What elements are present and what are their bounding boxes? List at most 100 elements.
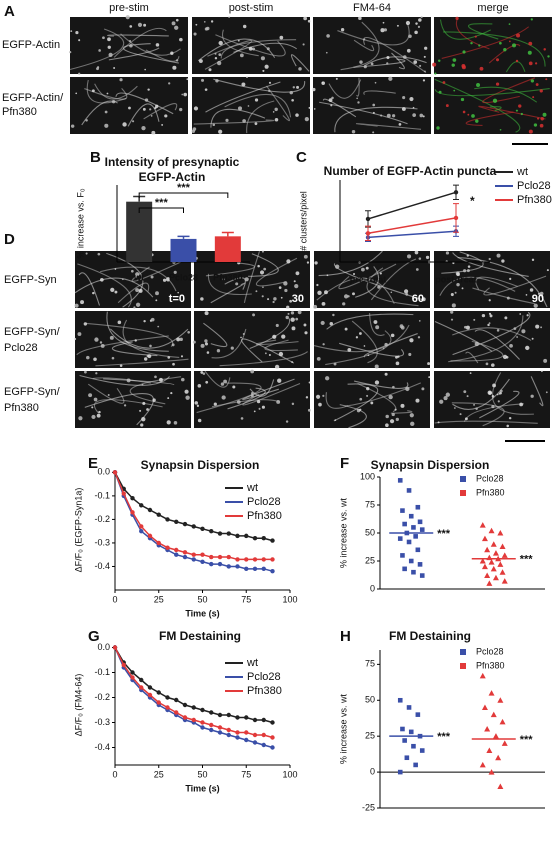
punctum xyxy=(499,41,502,45)
y-tick-label: 100 xyxy=(360,471,375,481)
punctum xyxy=(247,105,250,107)
data-point xyxy=(191,705,196,710)
neurite xyxy=(326,313,414,330)
data-point xyxy=(191,524,196,529)
punctum xyxy=(218,129,223,134)
punctum xyxy=(276,400,281,404)
punctum xyxy=(419,113,424,118)
data-point xyxy=(270,745,275,750)
punctum xyxy=(138,288,143,293)
punctum xyxy=(161,123,164,126)
series-line xyxy=(367,217,457,235)
punctum xyxy=(197,384,202,388)
y-tick-label: 50 xyxy=(365,695,375,705)
data-point xyxy=(147,507,153,513)
data-point xyxy=(226,564,231,569)
punctum xyxy=(407,254,412,259)
punctum xyxy=(77,332,82,336)
punctum xyxy=(396,24,399,27)
punctum xyxy=(254,122,258,126)
punctum xyxy=(291,402,295,406)
punctum xyxy=(256,399,261,404)
data-point xyxy=(413,762,418,768)
punctum xyxy=(157,325,160,328)
neurite xyxy=(488,44,521,64)
punctum xyxy=(155,43,160,47)
neurite xyxy=(338,263,397,290)
y-tick-label: 75 xyxy=(365,499,375,509)
punctum xyxy=(191,129,196,134)
punctum xyxy=(210,20,214,23)
punctum xyxy=(383,28,387,32)
neurite xyxy=(249,318,291,350)
punctum xyxy=(443,396,448,401)
neurite xyxy=(106,311,169,352)
neurite xyxy=(79,374,170,386)
punctum xyxy=(110,287,115,293)
neurite xyxy=(468,23,499,40)
data-point xyxy=(497,697,504,703)
punctum xyxy=(250,394,254,398)
data-point xyxy=(112,470,118,475)
punctum xyxy=(325,51,328,54)
punctum xyxy=(535,62,538,65)
data-point xyxy=(400,726,405,732)
punctum xyxy=(470,41,473,45)
data-point xyxy=(235,735,240,740)
punctum xyxy=(496,329,500,332)
punctum xyxy=(183,92,188,97)
chart-title: EGFP-Actin xyxy=(139,170,206,184)
punctum xyxy=(284,288,288,293)
punctum xyxy=(442,81,446,84)
neurite xyxy=(74,277,154,298)
punctum xyxy=(372,111,375,114)
data-point xyxy=(417,519,423,525)
punctum xyxy=(425,255,430,260)
data-point xyxy=(488,527,495,534)
significance-label: *** xyxy=(437,528,451,540)
punctum xyxy=(264,352,267,355)
punctum xyxy=(200,297,204,301)
punctum xyxy=(154,375,157,379)
punctum xyxy=(344,327,348,331)
punctum xyxy=(343,294,349,299)
punctum xyxy=(193,32,197,36)
data-point xyxy=(200,725,205,730)
data-point xyxy=(235,715,240,720)
punctum xyxy=(283,281,288,286)
punctum xyxy=(96,66,100,69)
punctum xyxy=(521,329,526,334)
data-point xyxy=(252,566,258,572)
punctum xyxy=(473,403,475,406)
neurite xyxy=(107,34,169,37)
punctum xyxy=(437,59,441,63)
punctum xyxy=(388,394,393,400)
punctum xyxy=(359,397,363,401)
neurite xyxy=(224,277,246,290)
data-point xyxy=(182,715,188,720)
punctum xyxy=(281,334,286,339)
punctum xyxy=(305,396,309,399)
time-label: 60 xyxy=(412,293,424,305)
significance-bracket xyxy=(138,192,229,198)
punctum xyxy=(413,60,418,64)
neurite xyxy=(95,358,189,367)
panel-letter: B xyxy=(90,149,101,166)
punctum xyxy=(386,62,389,65)
row-label: Pfn380 xyxy=(4,402,39,414)
neurite xyxy=(448,315,524,363)
punctum xyxy=(246,76,248,79)
punctum xyxy=(73,337,77,341)
neurite xyxy=(215,34,286,57)
data-point xyxy=(402,566,407,572)
data-point xyxy=(112,645,118,650)
neurite xyxy=(482,77,536,104)
punctum xyxy=(519,313,522,315)
punctum xyxy=(459,413,462,416)
punctum xyxy=(471,114,475,118)
neurite xyxy=(69,28,125,71)
neurite xyxy=(457,257,548,308)
data-point xyxy=(261,566,266,572)
punctum xyxy=(114,290,118,294)
time-label: 30 xyxy=(292,293,304,305)
